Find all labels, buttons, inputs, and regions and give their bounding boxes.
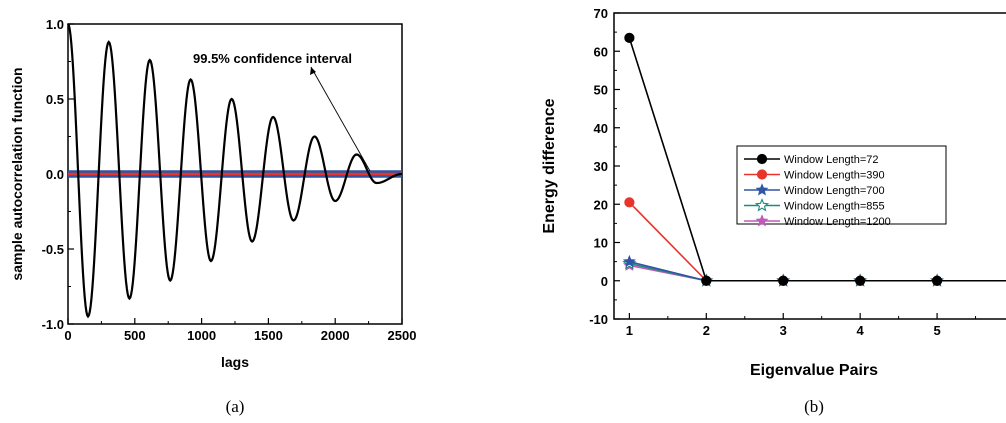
data-point bbox=[931, 275, 943, 286]
y-tick-label: 50 bbox=[594, 83, 608, 98]
annotation-arrow-line bbox=[310, 66, 371, 172]
series-5 bbox=[622, 258, 1006, 287]
data-point bbox=[778, 275, 789, 286]
y-tick-label: -10 bbox=[589, 312, 608, 327]
y-tick-label: 40 bbox=[594, 121, 608, 136]
x-tick-label: 500 bbox=[124, 328, 146, 343]
annotation-arrowhead bbox=[310, 67, 316, 75]
panel-a-caption: (a) bbox=[226, 397, 245, 416]
x-tick-label: 3 bbox=[780, 323, 787, 338]
x-tick-label: 2 bbox=[703, 323, 710, 338]
x-tick-label: 1500 bbox=[254, 328, 283, 343]
legend-marker bbox=[756, 153, 768, 165]
data-point bbox=[622, 254, 636, 268]
legend-marker bbox=[755, 214, 769, 227]
panel-b-y-axis-label: Energy difference bbox=[541, 98, 558, 233]
y-tick-label: 30 bbox=[594, 159, 608, 174]
series-line bbox=[629, 262, 1006, 282]
y-tick-label: 70 bbox=[594, 6, 608, 21]
panel-a-autocorrelation: 0 500 1000 1500 2000 2500 -1.0 -0.5 0.0 0.5 1.0 99… bbox=[9, 17, 416, 416]
data-point bbox=[624, 32, 635, 43]
panel-b-caption: (b) bbox=[804, 397, 824, 416]
legend: Window Length=72 Window Length=390 Window … bbox=[736, 145, 947, 228]
series-line bbox=[628, 37, 1006, 282]
legend-label: Window Length=700 bbox=[784, 185, 885, 197]
legend-label: Window Length=1200 bbox=[784, 216, 891, 228]
y-tick-label: 60 bbox=[594, 44, 608, 59]
legend-marker bbox=[754, 198, 770, 212]
legend-item: Window Length=72 bbox=[744, 153, 878, 166]
legend-marker bbox=[756, 169, 768, 180]
panel-a-y-axis-label: sample autocorrelation function bbox=[9, 67, 25, 280]
x-tick-label: 0 bbox=[64, 328, 71, 343]
y-tick-label: -0.5 bbox=[42, 242, 64, 257]
y-tick-label: 0 bbox=[601, 274, 608, 289]
x-tick-label: 1 bbox=[626, 323, 633, 338]
legend-label: Window Length=855 bbox=[784, 201, 885, 213]
series-1 bbox=[624, 32, 1006, 286]
x-tick-label: 5 bbox=[933, 323, 940, 338]
y-tick-label: 20 bbox=[594, 197, 608, 212]
x-tick-label: 1000 bbox=[187, 328, 216, 343]
y-tick-label: 0.5 bbox=[46, 92, 64, 107]
y-tick-label: -1.0 bbox=[42, 317, 64, 332]
legend-item: Window Length=855 bbox=[744, 198, 885, 213]
y-tick-label: 10 bbox=[594, 236, 608, 251]
y-tick-label: 0.0 bbox=[46, 167, 64, 182]
data-point bbox=[855, 275, 866, 286]
legend-item: Window Length=700 bbox=[744, 183, 885, 197]
data-point bbox=[624, 197, 635, 208]
x-tick-label: 2000 bbox=[321, 328, 350, 343]
confidence-interval-annotation: 99.5% confidence interval bbox=[193, 51, 352, 66]
x-tick-label: 2500 bbox=[388, 328, 417, 343]
data-point bbox=[701, 275, 712, 286]
legend-label: Window Length=390 bbox=[784, 170, 885, 182]
x-tick-label: 4 bbox=[857, 323, 865, 338]
y-tick-label: 1.0 bbox=[46, 17, 64, 32]
panel-b-x-axis-label: Eigenvalue Pairs bbox=[750, 362, 878, 379]
panel-a-x-axis-label: lags bbox=[221, 354, 249, 370]
legend-item: Window Length=1200 bbox=[744, 214, 891, 228]
autocorrelation-curve bbox=[67, 23, 403, 319]
legend-item: Window Length=390 bbox=[744, 169, 885, 182]
series-line bbox=[629, 264, 1006, 282]
legend-marker bbox=[755, 183, 769, 196]
legend-label: Window Length=72 bbox=[784, 154, 878, 166]
series-line bbox=[629, 260, 1006, 282]
